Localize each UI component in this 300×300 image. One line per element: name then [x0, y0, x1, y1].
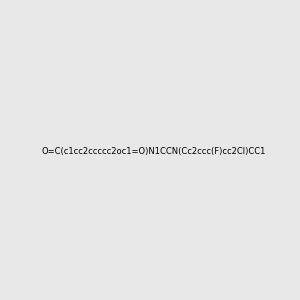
Text: O=C(c1cc2ccccc2oc1=O)N1CCN(Cc2ccc(F)cc2Cl)CC1: O=C(c1cc2ccccc2oc1=O)N1CCN(Cc2ccc(F)cc2C…	[42, 147, 266, 156]
